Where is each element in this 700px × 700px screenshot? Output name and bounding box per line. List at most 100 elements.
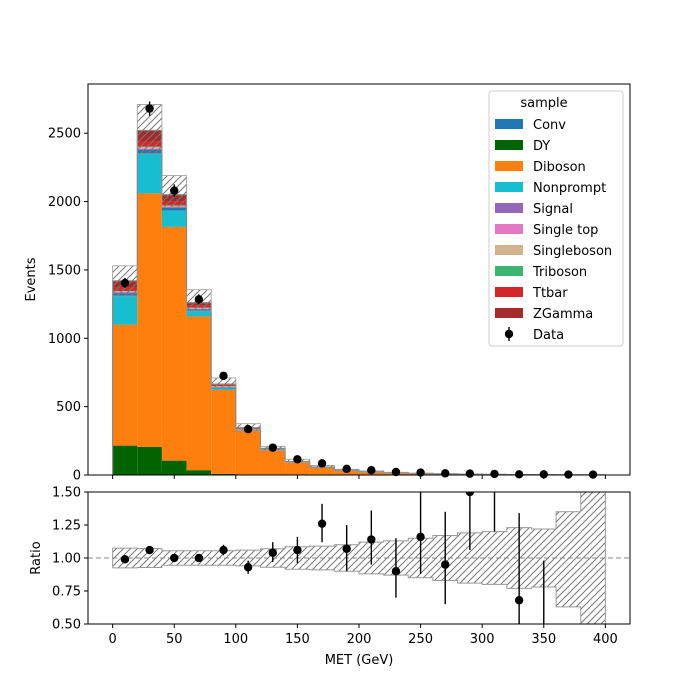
ratio-point bbox=[268, 548, 277, 557]
legend-swatch-ttbar bbox=[495, 287, 523, 297]
legend-label-signal: Signal bbox=[533, 202, 573, 217]
x-tick-label: 0 bbox=[108, 632, 116, 647]
bar-dy bbox=[161, 460, 187, 475]
ratio-y-tick-label: 1.00 bbox=[52, 552, 81, 567]
bar-diboson bbox=[161, 226, 187, 461]
bar-nonprompt bbox=[211, 388, 236, 390]
data-point bbox=[145, 104, 154, 113]
ratio-points bbox=[120, 492, 545, 624]
data-point bbox=[317, 459, 327, 468]
bar-nonprompt bbox=[112, 295, 138, 325]
x-tick-label: 100 bbox=[223, 632, 248, 647]
ratio-point bbox=[391, 567, 401, 576]
data-point bbox=[514, 470, 524, 479]
x-tick-label: 400 bbox=[593, 632, 618, 647]
bar-dy bbox=[211, 473, 236, 475]
legend-swatch-conv bbox=[495, 119, 523, 129]
legend-label-triboson: Triboson bbox=[532, 265, 587, 280]
legend-swatch-data-point bbox=[504, 329, 514, 339]
data-point bbox=[170, 186, 179, 195]
y-tick-label: 2000 bbox=[48, 195, 81, 210]
data-point bbox=[219, 371, 228, 381]
legend-box bbox=[488, 90, 624, 347]
data-point bbox=[268, 443, 277, 452]
ratio-point bbox=[441, 560, 450, 569]
legend-label-zgamma: ZGamma bbox=[533, 307, 593, 322]
ratio-point bbox=[317, 519, 327, 528]
ratio-band-bin bbox=[137, 548, 162, 568]
data-point bbox=[465, 469, 475, 478]
x-tick-label: 200 bbox=[347, 632, 372, 647]
ratio-point bbox=[465, 492, 475, 497]
bar-diboson bbox=[186, 316, 212, 471]
data-point bbox=[194, 295, 204, 304]
bar-diboson bbox=[137, 193, 162, 447]
ratio-point bbox=[342, 544, 351, 553]
ratio-point bbox=[367, 535, 376, 544]
ratio-point bbox=[145, 545, 154, 555]
ratio-band-bin bbox=[556, 511, 581, 607]
data-point bbox=[391, 467, 401, 477]
ratio-point bbox=[170, 553, 179, 563]
bar-diboson bbox=[285, 462, 310, 475]
x-tick-label: 250 bbox=[408, 632, 433, 647]
legend-swatch-dy bbox=[495, 140, 523, 150]
bar-diboson bbox=[112, 324, 138, 446]
legend-label-single-top: Single top bbox=[533, 223, 598, 238]
legend-swatch-singleboson bbox=[495, 245, 523, 255]
y-axis-label: Events bbox=[24, 257, 39, 301]
ratio-point bbox=[514, 596, 524, 605]
bar-dy bbox=[112, 445, 138, 475]
data-point bbox=[441, 469, 450, 478]
bar-dy bbox=[137, 446, 162, 475]
y-tick-label: 1500 bbox=[48, 263, 81, 278]
legend-swatch-nonprompt bbox=[495, 182, 523, 192]
ratio-y-tick-label: 1.50 bbox=[52, 486, 81, 501]
y-tick-label: 2500 bbox=[48, 127, 81, 142]
legend-swatch-diboson bbox=[495, 161, 523, 171]
x-tick-label: 350 bbox=[531, 632, 556, 647]
bar-nonprompt bbox=[186, 310, 212, 317]
bar-signal bbox=[161, 207, 187, 208]
bar-dy bbox=[186, 470, 212, 475]
bar-nonprompt bbox=[137, 153, 162, 194]
ratio-point bbox=[293, 545, 302, 555]
x-tick-label: 300 bbox=[470, 632, 495, 647]
legend-swatch-triboson bbox=[495, 266, 523, 276]
ratio-band-bin bbox=[482, 531, 507, 585]
ratio-panel: 0.50 0.75 1.00 1.25 1.50 0 50 100 150 200 250 300 35… bbox=[29, 486, 631, 668]
data-point bbox=[490, 469, 499, 479]
legend-swatch-single-top bbox=[495, 224, 523, 234]
legend-label-conv: Conv bbox=[533, 118, 566, 133]
data-point bbox=[539, 470, 548, 479]
ratio-point bbox=[416, 532, 425, 542]
legend-label-nonprompt: Nonprompt bbox=[533, 181, 606, 196]
ratio-point bbox=[243, 563, 253, 572]
bar-nonprompt bbox=[161, 210, 187, 227]
data-point bbox=[342, 464, 351, 474]
legend-swatch-zgamma bbox=[495, 308, 523, 318]
bar-diboson bbox=[260, 450, 286, 475]
stack-bars bbox=[112, 130, 606, 475]
ratio-point bbox=[194, 553, 204, 563]
x-tick-label: 150 bbox=[285, 632, 310, 647]
ratio-y-axis-label: Ratio bbox=[29, 541, 44, 574]
bar-conv bbox=[161, 207, 187, 211]
ratio-y-tick-label: 0.50 bbox=[52, 618, 81, 633]
y-tick-label: 0 bbox=[73, 469, 81, 484]
data-point bbox=[243, 425, 253, 434]
data-point bbox=[293, 455, 302, 464]
legend-title: sample bbox=[520, 96, 567, 111]
legend-label-dy: DY bbox=[533, 139, 550, 154]
ratio-band-lower bbox=[112, 564, 606, 625]
legend-label-singleboson: Singleboson bbox=[533, 244, 612, 259]
ratio-y-tick-label: 0.75 bbox=[52, 585, 81, 600]
bar-conv bbox=[211, 387, 236, 389]
ratio-point bbox=[120, 555, 130, 564]
main-histogram-panel: 0 500 1000 1500 2000 2500 Events bbox=[24, 83, 631, 484]
y-tick-label: 500 bbox=[56, 400, 81, 415]
legend-label-ttbar: Ttbar bbox=[532, 286, 568, 301]
data-point bbox=[367, 466, 376, 475]
data-point bbox=[120, 278, 130, 288]
bar-diboson bbox=[309, 467, 335, 475]
